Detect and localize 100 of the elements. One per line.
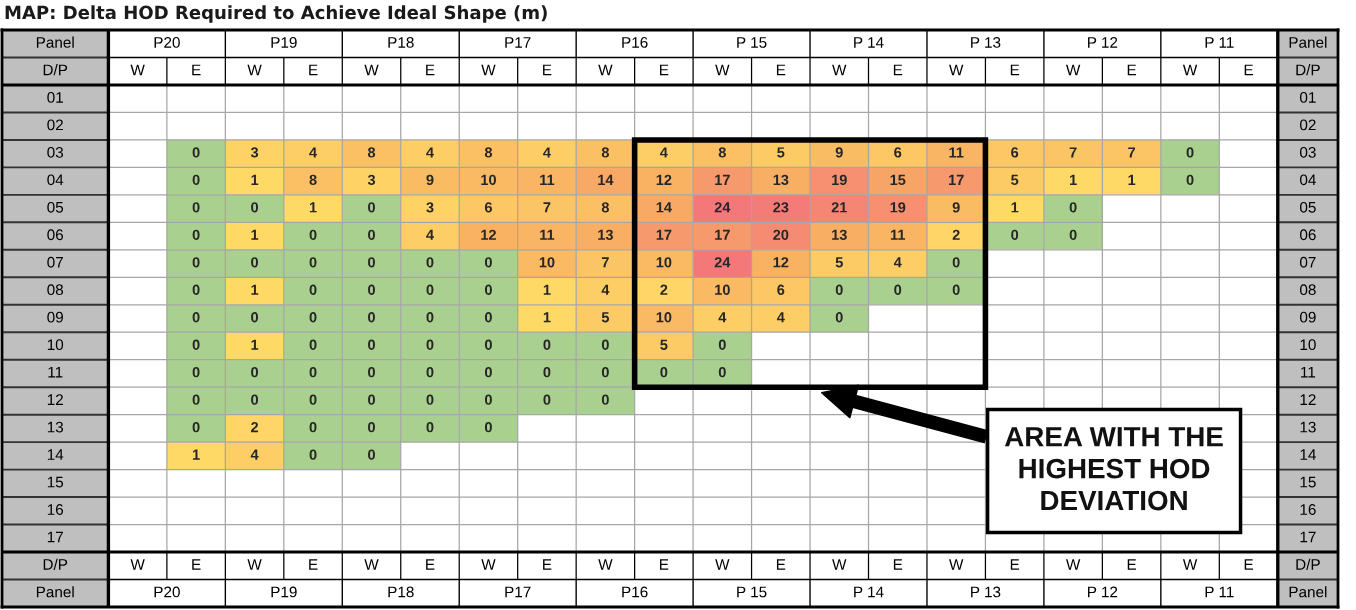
data-label: 0 — [543, 339, 551, 350]
data-label: 0 — [368, 312, 375, 323]
text: P 13 — [971, 586, 1001, 598]
data-label: 1 — [251, 174, 259, 185]
x-tick-label: E — [309, 559, 318, 570]
data-label: 0 — [952, 284, 960, 295]
data-label: 10 — [715, 284, 730, 295]
y-tick-label: 01 — [1299, 91, 1316, 103]
y2-tick-label: 10 — [47, 339, 64, 351]
category-label: E — [1010, 64, 1020, 76]
category-label: E — [776, 64, 786, 76]
text: P 13 — [971, 37, 1001, 48]
data-label: 4 — [660, 147, 668, 158]
y-tick-label: 15 — [1300, 476, 1316, 488]
text: P16 — [622, 37, 648, 48]
data-label: 24 — [714, 202, 731, 213]
data-label: 8 — [718, 147, 726, 158]
data-label: 6 — [894, 147, 902, 158]
data-label: 1 — [543, 284, 551, 295]
data-label: 0 — [718, 367, 726, 378]
text: Panel — [36, 586, 74, 598]
data-label: 0 — [1069, 229, 1077, 240]
data-label: 0 — [426, 339, 434, 350]
data-label: 13 — [832, 229, 847, 241]
text: P 12 — [1088, 586, 1118, 598]
data-label: 4 — [426, 147, 434, 158]
data-label: 0 — [192, 284, 200, 295]
y2-tick-label: 14 — [47, 449, 64, 460]
data-label: 13 — [773, 174, 789, 186]
data-label: 0 — [1186, 147, 1194, 158]
data-label: 5 — [1011, 174, 1019, 186]
data-label: 0 — [426, 421, 434, 433]
data-label: 15 — [890, 174, 906, 186]
x-tick-label: E — [1010, 559, 1020, 570]
category-label: W — [1182, 64, 1198, 76]
data-label: 8 — [601, 202, 609, 213]
data-label: 0 — [251, 394, 259, 405]
data-label: 0 — [251, 367, 259, 378]
data-label: 0 — [251, 202, 259, 213]
data-label: 0 — [309, 284, 317, 295]
data-label: 7 — [543, 202, 551, 213]
y2-tick-label: 07 — [47, 256, 63, 268]
text: P18 — [388, 37, 414, 48]
y-tick-label: 09 — [1299, 311, 1316, 323]
data-label: 5 — [777, 147, 785, 158]
category-label: W — [715, 64, 730, 76]
text: P17 — [505, 37, 531, 48]
y-tick-label: 14 — [1300, 449, 1316, 460]
data-label: 0 — [192, 174, 200, 186]
data-label: 3 — [367, 174, 376, 186]
data-label: 5 — [601, 312, 610, 323]
data-label: 17 — [715, 174, 730, 185]
data-label: 1 — [309, 202, 317, 213]
text: P 15 — [737, 37, 767, 48]
data-label: 0 — [718, 339, 726, 350]
data-label: 8 — [484, 147, 493, 158]
data-label: 1 — [543, 312, 551, 323]
text: Panel — [36, 36, 74, 48]
category-label: E — [426, 64, 435, 76]
data-label: 17 — [949, 174, 964, 185]
data-label: 1 — [192, 449, 200, 460]
text: P20 — [154, 37, 180, 48]
data-label: 0 — [660, 367, 668, 378]
y-tick-label: 11 — [1301, 366, 1316, 378]
annotation: AREA WITH THE HIGHEST HOD DEVIATION — [1004, 427, 1223, 511]
data-label: 10 — [656, 312, 672, 323]
data-label: 11 — [890, 229, 906, 240]
data-label: 14 — [656, 202, 672, 213]
x-tick-label: E — [660, 559, 669, 570]
x-tick-label: W — [949, 559, 964, 570]
text: P 12 — [1088, 37, 1118, 48]
text: P20 — [154, 586, 180, 598]
data-label: 0 — [368, 367, 375, 378]
y2-tick-label: 12 — [47, 394, 63, 405]
data-label: 0 — [484, 367, 492, 378]
category-label: W — [130, 64, 145, 76]
data-label: 1 — [251, 284, 259, 295]
text: D/P — [1296, 64, 1320, 76]
data-label: 0 — [835, 284, 843, 295]
category-label: W — [247, 64, 262, 76]
data-label: 9 — [835, 147, 843, 158]
text: Panel — [1289, 586, 1327, 598]
text: D/P — [43, 64, 68, 76]
data-label: 0 — [368, 229, 375, 240]
category-label: E — [192, 64, 201, 76]
data-label: 0 — [952, 257, 960, 268]
data-label: 0 — [192, 339, 200, 350]
data-label: 0 — [309, 312, 317, 323]
data-label: 24 — [714, 257, 731, 268]
data-label: 7 — [1069, 147, 1077, 158]
data-label: 4 — [718, 312, 727, 323]
text: P 11 — [1205, 37, 1234, 48]
data-label: 5 — [835, 257, 843, 268]
text: D/P — [1296, 558, 1320, 570]
y2-tick-label: 04 — [47, 174, 64, 186]
data-label: 19 — [832, 174, 847, 186]
data-label: 0 — [309, 394, 317, 405]
text: P18 — [388, 586, 414, 598]
y2-tick-label: 16 — [47, 504, 64, 515]
data-label: 0 — [309, 421, 317, 433]
